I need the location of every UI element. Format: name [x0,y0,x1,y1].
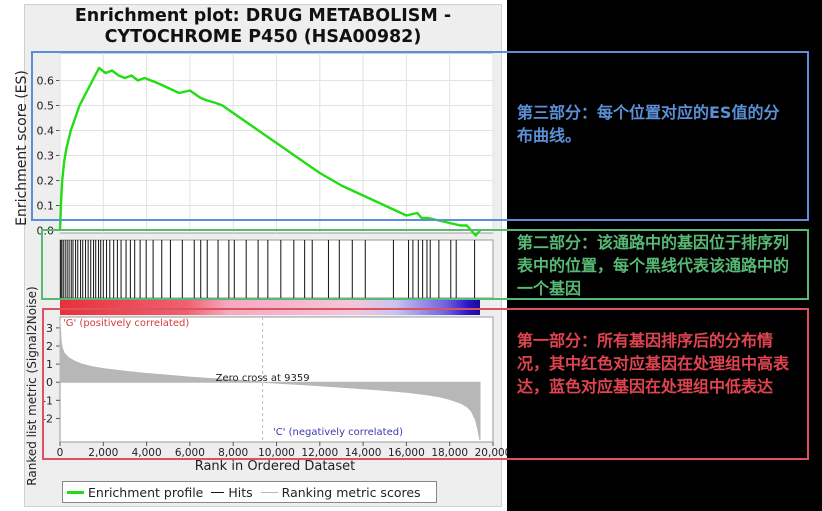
annotation-panel [507,0,822,511]
enrichment-profile-line [58,66,481,237]
es-panel: 0.0 0.1 0.2 0.3 0.4 0.5 0.6 [37,52,494,238]
es-y-axis-label: Enrichment score (ES) [14,70,30,226]
es-tick-label: 0.3 [37,150,55,163]
annotation-part3: 第三部分：每个位置对应的ES值的分布曲线。 [517,103,780,145]
x-tick-label: 16,000 [388,447,425,459]
legend-label-ranking: Ranking metric scores [281,484,421,500]
es-tick-label: 0.1 [37,200,55,213]
x-tick-label: 12,000 [301,447,338,459]
metric-y-axis-label: Ranked list metric (Signal2Noise) [25,286,39,485]
heatmap-bar [60,299,481,315]
metric-tick-label: -2 [42,412,53,425]
legend-swatch-hits [211,491,225,493]
annotation-part1: 第一部分：所有基因排序后的分布情况，其中红色对应基因在处理组中高表达，蓝色对应基… [517,331,790,396]
x-tick-label: 14,000 [345,447,382,459]
metric-tick-label: -1 [42,394,53,407]
legend-label-hits: Hits [228,484,253,500]
part1-highlight-box [42,308,809,460]
ranking-metric-area [59,320,481,441]
metric-panel: 3 2 1 0 -1 -2 Zero cross at 9359 'G' (positivel… [42,316,494,443]
x-tick-label: 10,000 [258,447,295,459]
es-tick-label: 0.5 [37,100,55,113]
legend-item-ranking: Ranking metric scores [260,484,421,500]
x-axis: 0 2,000 4,000 6,000 8,000 10,000 12,000 14,000 1… [57,442,507,459]
es-tick-label: 0.4 [37,125,55,138]
x-tick-label: 0 [57,447,64,459]
x-tick-label: 18,000 [431,447,468,459]
es-tick-label: 0.6 [37,75,55,88]
metric-tick-label: 0 [46,376,53,389]
legend-label-enrichment: Enrichment profile [88,484,204,500]
chart-title-line-1: Enrichment plot: DRUG METABOLISM - [74,6,452,26]
part3-highlight-box [31,51,809,221]
legend-swatch-ranking [260,491,278,493]
es-tick-label: 0.2 [37,175,55,188]
x-tick-label: 2,000 [88,447,118,459]
legend-item-enrichment: Enrichment profile [67,485,203,500]
metric-tick-label: 1 [46,358,53,371]
chart-legend: Enrichment profile Hits Ranking metric s… [62,481,437,503]
es-tick-label: 0.0 [37,225,55,238]
x-tick-label: 4,000 [132,447,162,459]
hits-area [59,239,494,299]
x-axis-label: Rank in Ordered Dataset [195,459,356,474]
heatmap-bar-fill [60,299,481,315]
metric-tick-label: 3 [46,322,53,335]
legend-item-hits: Hits [211,484,253,500]
positively-correlated-label: 'G' (positively correlated) [63,318,189,329]
gsea-chart-svg: 0.0 0.1 0.2 0.3 0.4 0.5 0.6 3 2 1 0 -1 -2 Zero cross… [14,52,507,486]
x-tick-label: 8,000 [218,447,248,459]
zero-cross-label: Zero cross at 9359 [216,373,310,384]
chart-title-line-2: CYTOCHROME P450 (HSA00982) [104,27,422,47]
annotation-part2: 第二部分：该通路中的基因位于排序列表中的位置，每个黑线代表该通路中的一个基因 [517,233,790,298]
legend-swatch-enrichment [67,490,84,494]
x-tick-label: 6,000 [175,447,205,459]
negatively-correlated-label: 'C' (negatively correlated) [273,427,403,438]
metric-tick-label: 2 [46,340,53,353]
x-tick-label: 20,000 [475,447,507,459]
hits-panel [59,239,494,299]
part2-highlight-box [41,229,809,300]
